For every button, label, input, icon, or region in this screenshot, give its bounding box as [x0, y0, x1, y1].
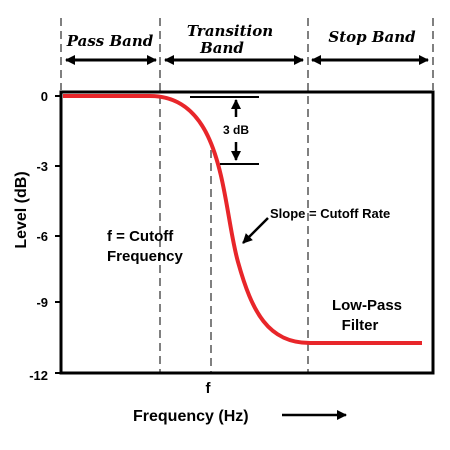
x-axis-label: Frequency (Hz): [133, 408, 249, 425]
pass-band-label: Pass Band: [66, 32, 154, 50]
slope-label: Slope = Cutoff Rate: [270, 206, 390, 221]
y-tick-marks: [55, 95, 61, 374]
three-db-marker: 3 dB: [190, 96, 259, 165]
y-tick-labels: 0 -3 -6 -9 -12: [29, 89, 48, 383]
x-tick-cutoff-f: f: [206, 380, 212, 397]
slope-arrow: [242, 217, 269, 244]
y-tick-label: 0: [41, 89, 48, 104]
y-tick-label: -3: [36, 159, 48, 174]
y-tick-label: -6: [36, 229, 48, 244]
y-tick-label: -9: [36, 295, 48, 310]
transition-band-label-line2: Band: [199, 39, 244, 57]
y-tick-label: -12: [29, 368, 48, 383]
three-db-label: 3 dB: [223, 123, 249, 137]
band-dividers: [60, 18, 434, 372]
response-curve: [63, 94, 422, 345]
plot-frame: [59, 90, 435, 375]
transition-band-label-line1: Transition: [187, 22, 273, 40]
cutoff-label-line2: Frequency: [107, 248, 184, 265]
filter-label-line2: Filter: [342, 317, 379, 334]
cutoff-label-line1: f = Cutoff: [107, 228, 174, 245]
stop-band-label: Stop Band: [328, 28, 416, 46]
y-axis-label: Level (dB): [13, 171, 30, 248]
filter-label-line1: Low-Pass: [332, 297, 402, 314]
